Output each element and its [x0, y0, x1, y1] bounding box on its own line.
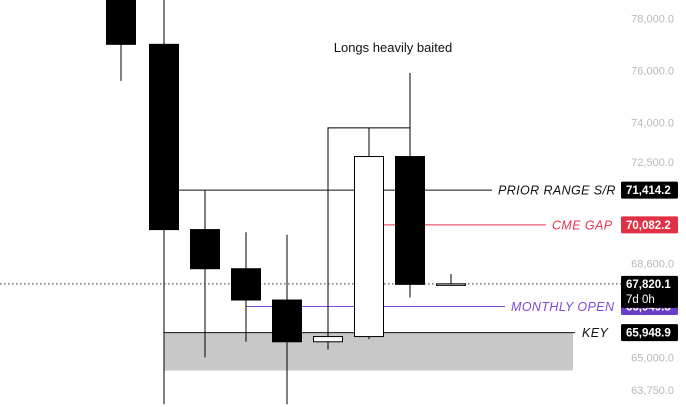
candle-body-bear [395, 156, 425, 285]
y-tick-label: 78,000.0 [631, 13, 674, 25]
current-price-value: 67,820.1 [626, 279, 671, 291]
price-tag-bg [621, 324, 678, 342]
candle[interactable] [231, 232, 261, 342]
price-tag: 71,414.2 [621, 181, 678, 199]
candle-body-bear [106, 0, 136, 45]
candle[interactable] [106, 0, 136, 81]
annotation-text: Longs heavily baited [334, 40, 453, 55]
candle-body-bull [436, 283, 466, 286]
candle[interactable] [395, 73, 425, 298]
candle[interactable] [313, 333, 343, 350]
candle[interactable] [190, 190, 220, 358]
price-tag-bg [621, 181, 678, 199]
candle-countdown: 7d 0h [626, 294, 655, 306]
level-label: MONTHLY OPEN [511, 300, 615, 314]
candle-body-bear [272, 299, 302, 343]
y-tick-label: 74,000.0 [631, 118, 674, 130]
price-tag-value: 65,948.9 [626, 328, 671, 340]
candle-body-bull [354, 156, 384, 338]
price-tag: 70,082.2 [621, 216, 678, 234]
annotation-bracket [327, 127, 410, 337]
candle-body-bull [313, 336, 343, 343]
candle[interactable] [149, 0, 179, 405]
candle[interactable] [354, 127, 384, 340]
level-label: CME GAP [552, 218, 613, 232]
candle[interactable] [436, 273, 466, 286]
price-tag-value: 70,082.2 [626, 220, 671, 232]
y-tick-label: 76,000.0 [631, 65, 674, 77]
candle-body-bear [231, 268, 261, 301]
price-tag-bg [621, 216, 678, 234]
y-tick-label: 65,000.0 [631, 352, 674, 364]
candle[interactable] [272, 234, 302, 405]
candle-body-bear [190, 229, 220, 270]
current-price-tag: 67,820.1 7d 0h [621, 275, 678, 308]
candle-body-bear [149, 43, 179, 231]
y-tick-label: 68,600.0 [631, 259, 674, 271]
current-price-tag-bg [621, 275, 678, 308]
y-tick-label: 63,750.0 [631, 385, 674, 397]
level-label: KEY [582, 326, 609, 340]
price-tag: 65,948.9 [621, 324, 678, 342]
level-label: PRIOR RANGE S/R [498, 184, 616, 198]
price-tag-value: 71,414.2 [626, 185, 671, 197]
y-tick-label: 72,500.0 [631, 157, 674, 169]
